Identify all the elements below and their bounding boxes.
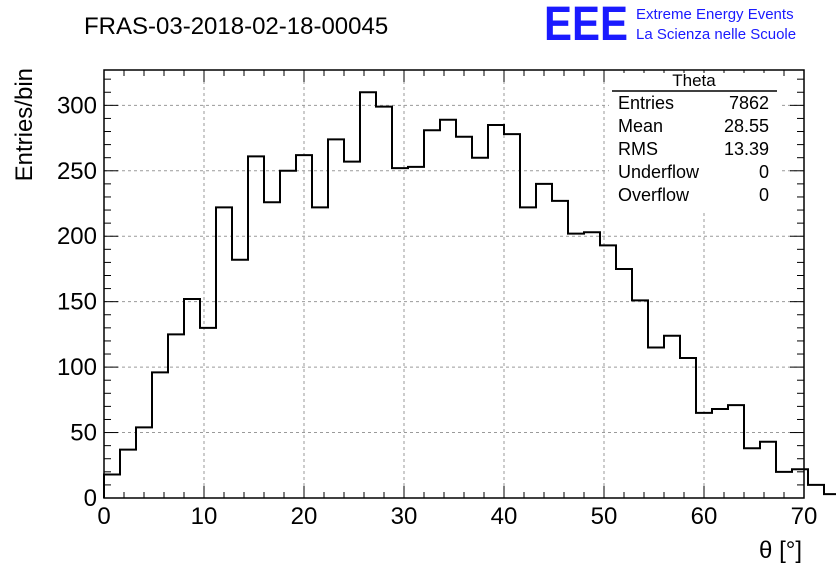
logo-line-2: La Scienza nelle Scuole: [636, 26, 796, 43]
histogram-bin: [648, 347, 664, 498]
histogram-bin: [360, 92, 376, 498]
x-tick-label: 60: [691, 503, 718, 530]
y-axis-label: Entries/bin: [11, 68, 38, 181]
x-tick-label: 50: [591, 503, 618, 530]
histogram-bin: [344, 162, 360, 498]
histogram-bin: [120, 450, 136, 498]
histogram-bin: [696, 413, 712, 498]
histogram-bin: [568, 234, 584, 498]
histogram-outline: [103, 91, 836, 498]
histogram-bars: [103, 91, 836, 498]
histogram-bin: [664, 336, 680, 498]
x-axis-label: θ [°]: [759, 537, 802, 564]
axis-ticks: [103, 70, 805, 499]
histogram-bin: [328, 139, 344, 498]
histogram-bin: [712, 409, 728, 498]
y-tick-label: 50: [70, 420, 97, 447]
histogram-bin: [104, 474, 120, 498]
histogram-bin: [248, 156, 264, 498]
stats-row-value: 0: [759, 185, 769, 205]
y-tick-label: 250: [57, 158, 97, 185]
x-tick-label: 40: [491, 503, 518, 530]
stats-row-label: Entries: [618, 93, 674, 113]
histogram-bin: [152, 372, 168, 498]
histogram-bin: [312, 207, 328, 498]
stats-row-label: RMS: [618, 139, 658, 159]
histogram-bin: [136, 427, 152, 498]
histogram-bin: [280, 171, 296, 498]
y-tick-label: 200: [57, 223, 97, 250]
histogram-bin: [168, 334, 184, 498]
histogram-bin: [200, 328, 216, 498]
histogram-bin: [488, 125, 504, 498]
histogram-bin: [296, 155, 312, 498]
histogram-bin: [792, 469, 808, 498]
histogram-bin: [456, 137, 472, 498]
histogram-bin: [184, 299, 200, 498]
histogram-bin: [632, 300, 648, 498]
histogram-bin: [728, 405, 744, 498]
logo-mark: EEE: [544, 0, 628, 51]
histogram-bin: [376, 107, 392, 498]
histogram-bin: [408, 167, 424, 498]
x-tick-label: 30: [391, 503, 418, 530]
stats-row-label: Overflow: [618, 185, 690, 205]
y-tick-label: 100: [57, 354, 97, 381]
histogram-bin: [744, 448, 760, 498]
stats-box-background: [609, 73, 779, 213]
y-tick-label: 150: [57, 289, 97, 316]
histogram-bin: [232, 260, 248, 498]
histogram-bin: [616, 269, 632, 498]
stats-row-label: Underflow: [618, 162, 700, 182]
logo: EEE Extreme Energy Events La Scienza nel…: [544, 0, 796, 51]
x-tick-label: 70: [791, 503, 818, 530]
stats-rows: Entries 7862 Mean 28.55 RMS 13.39 Underflow 0 Ov…: [618, 93, 769, 205]
stats-row-value: 13.39: [724, 139, 769, 159]
stats-box-title: Theta: [672, 71, 716, 90]
stats-row-value: 28.55: [724, 116, 769, 136]
chart-title: FRAS-03-2018-02-18-00045: [84, 13, 388, 40]
histogram-bin: [392, 168, 408, 498]
histogram-bin: [440, 120, 456, 498]
stats-row-value: 0: [759, 162, 769, 182]
stats-box: Theta Entries 7862 Mean 28.55 RMS 13.39 Underf…: [609, 71, 779, 213]
x-tick-label: 10: [191, 503, 218, 530]
x-tick-label: 20: [291, 503, 318, 530]
y-tick-label: 300: [57, 92, 97, 119]
histogram-bin: [552, 201, 568, 498]
histogram-bin: [808, 485, 824, 498]
histogram-bin: [600, 245, 616, 498]
histogram-bin: [760, 442, 776, 498]
stats-row-label: Mean: [618, 116, 663, 136]
x-tick-labels: 0 10 20 30 40 50 60 70: [97, 503, 817, 530]
y-tick-label: 0: [84, 485, 97, 512]
stats-row-value: 7862: [729, 93, 769, 113]
histogram-bin: [536, 184, 552, 498]
histogram-bin: [216, 207, 232, 498]
logo-line-1: Extreme Energy Events: [636, 6, 794, 23]
x-tick-label: 0: [97, 503, 110, 530]
histogram-bin: [584, 232, 600, 498]
y-tick-labels: 0 50 100 150 200 250 300: [57, 92, 97, 512]
histogram-bin: [472, 158, 488, 498]
histogram-bin: [424, 130, 440, 498]
histogram-bin: [680, 358, 696, 498]
plot-frame: [103, 69, 805, 499]
histogram-bin: [504, 134, 520, 498]
histogram-bin: [264, 202, 280, 498]
histogram-bin: [520, 207, 536, 498]
